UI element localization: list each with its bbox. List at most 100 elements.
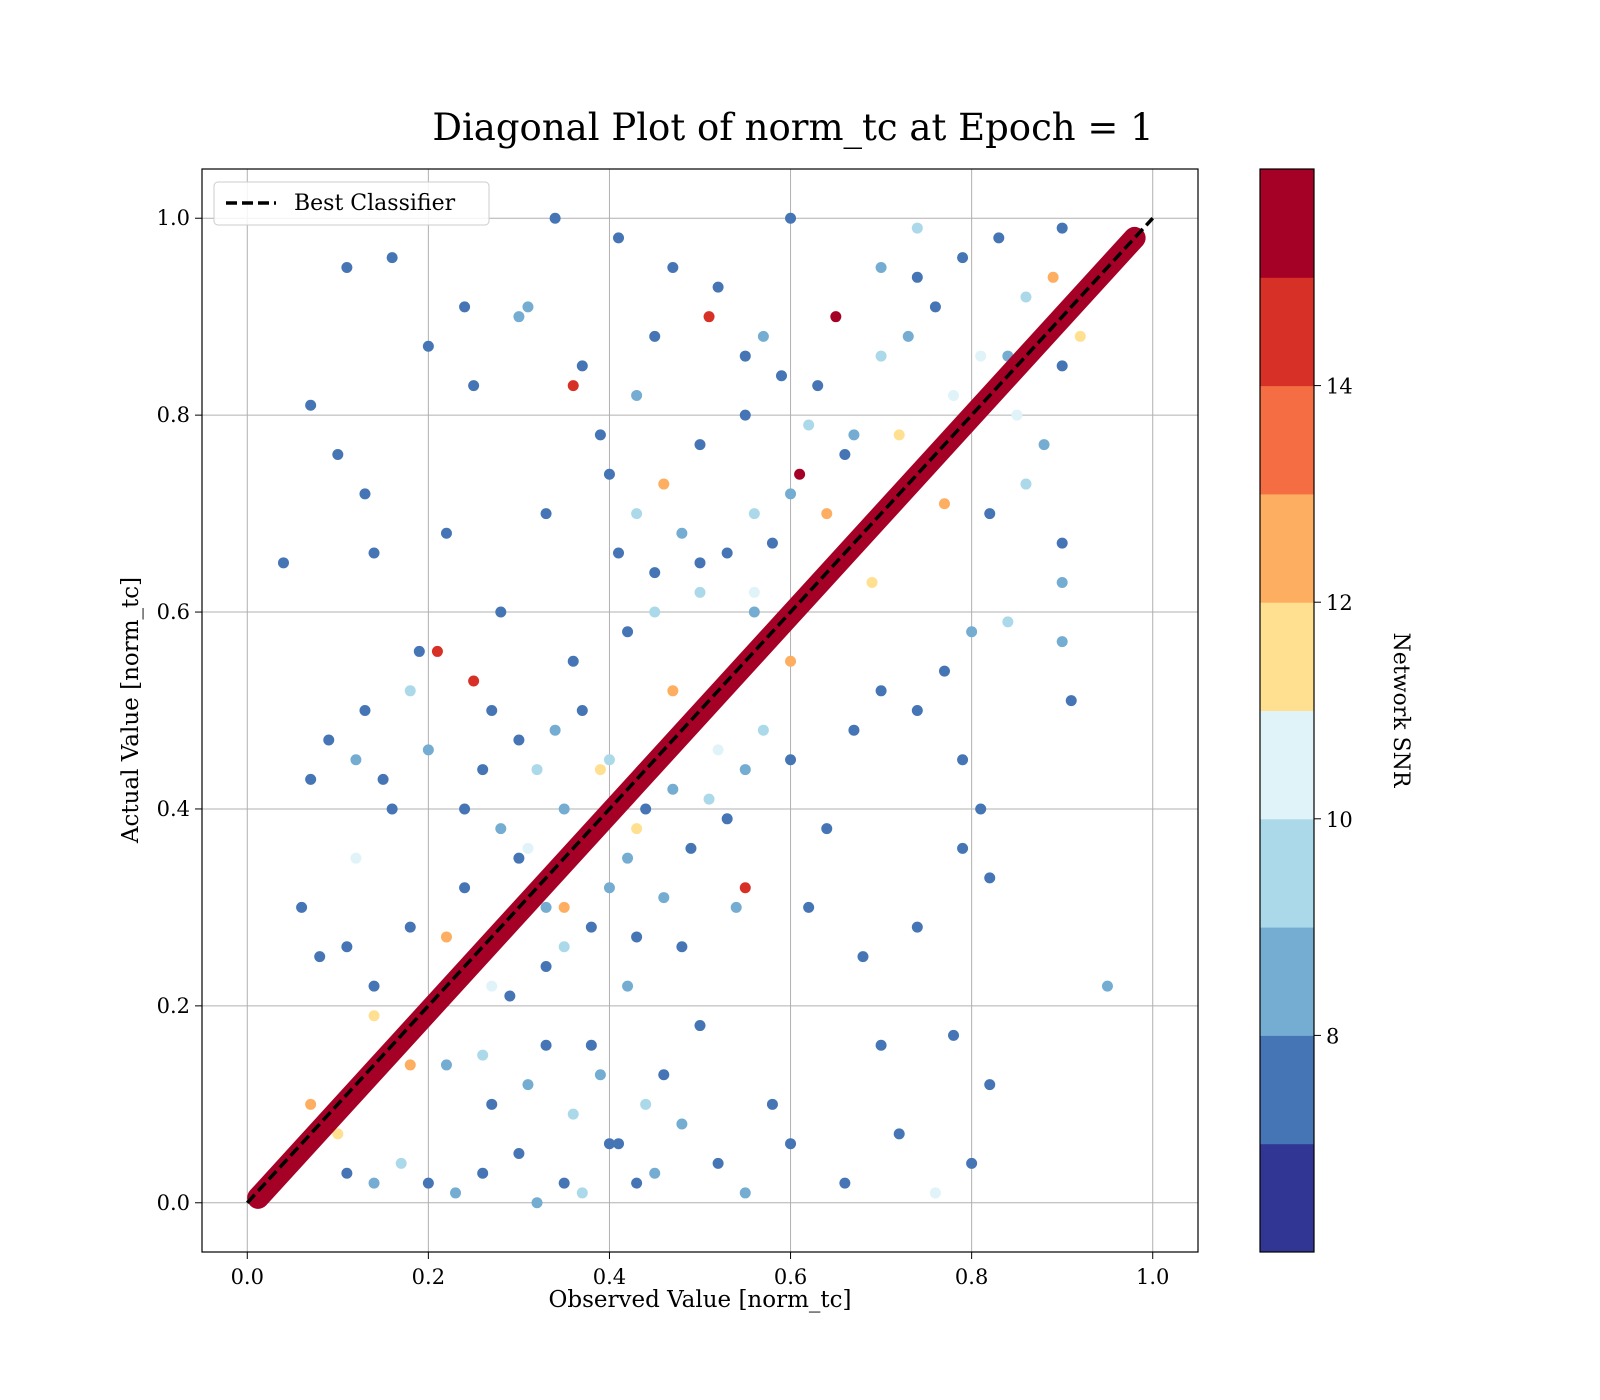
scatter-point bbox=[739, 882, 751, 894]
scatter-point bbox=[558, 901, 570, 913]
scatter-point bbox=[775, 370, 787, 382]
y-axis-ticks: 0.0 0.2 0.4 0.6 0.8 1.0 bbox=[157, 206, 202, 1215]
scatter-point bbox=[640, 1098, 652, 1110]
scatter-point bbox=[477, 764, 489, 776]
scatter-point bbox=[676, 527, 688, 539]
scatter-point bbox=[703, 793, 715, 805]
scatter-point bbox=[875, 685, 887, 697]
x-tick-label: 0.6 bbox=[774, 1265, 807, 1289]
colorbar-segment bbox=[1260, 385, 1314, 495]
scatter-point bbox=[938, 665, 950, 677]
x-axis-ticks: 0.0 0.2 0.4 0.6 0.8 1.0 bbox=[231, 1252, 1169, 1289]
scatter-point bbox=[812, 380, 824, 392]
scatter-point bbox=[748, 606, 760, 618]
scatter-point bbox=[785, 1138, 797, 1150]
x-tick-label: 0.4 bbox=[593, 1265, 626, 1289]
scatter-point bbox=[721, 813, 733, 825]
scatter-point bbox=[350, 754, 362, 766]
scatter-point bbox=[966, 1157, 978, 1169]
colorbar: 8 10 12 14 bbox=[1259, 168, 1353, 1253]
scatter-point bbox=[576, 1187, 588, 1199]
scatter-point bbox=[803, 419, 815, 431]
scatter-point bbox=[848, 429, 860, 441]
scatter-point bbox=[631, 389, 643, 401]
scatter-point bbox=[314, 951, 326, 963]
scatter-point bbox=[277, 557, 289, 569]
scatter-point bbox=[785, 655, 797, 667]
scatter-point bbox=[522, 842, 534, 854]
scatter-point bbox=[332, 449, 344, 461]
scatter-point bbox=[459, 301, 471, 313]
scatter-point bbox=[830, 311, 842, 323]
scatter-point bbox=[622, 852, 634, 864]
colorbar-segment bbox=[1260, 602, 1314, 711]
scatter-point bbox=[359, 488, 371, 500]
grid bbox=[202, 169, 1198, 1252]
scatter-point bbox=[495, 606, 507, 618]
colorbar-segment bbox=[1260, 493, 1314, 603]
scatter-point bbox=[522, 1079, 534, 1091]
scatter-point bbox=[957, 842, 969, 854]
scatter-point bbox=[558, 1177, 570, 1189]
scatter-point bbox=[422, 340, 434, 352]
plot-area bbox=[201, 168, 1199, 1253]
scatter-point bbox=[368, 1177, 380, 1189]
scatter-point bbox=[739, 764, 751, 776]
scatter-point bbox=[875, 350, 887, 362]
scatter-point bbox=[1101, 980, 1113, 992]
scatter-point bbox=[667, 261, 679, 273]
scatter-point bbox=[875, 1039, 887, 1051]
scatter-point bbox=[585, 1039, 597, 1051]
scatter-point bbox=[613, 232, 625, 244]
scatter-point bbox=[296, 901, 308, 913]
colorbar-segment bbox=[1260, 818, 1314, 928]
chart-title: Diagonal Plot of norm_tc at Epoch = 1 bbox=[432, 106, 1153, 150]
scatter-point bbox=[839, 1177, 851, 1189]
scatter-point bbox=[486, 980, 498, 992]
scatter-point bbox=[540, 901, 552, 913]
scatter-point bbox=[948, 389, 960, 401]
scatter-point bbox=[902, 330, 914, 342]
scatter-point bbox=[640, 803, 652, 815]
scatter-point bbox=[386, 252, 398, 264]
scatter-point bbox=[622, 980, 634, 992]
colorbar-tick-label: 10 bbox=[1326, 808, 1353, 832]
scatter-point bbox=[1074, 330, 1086, 342]
scatter-point bbox=[757, 330, 769, 342]
scatter-point bbox=[649, 330, 661, 342]
scatter-point bbox=[440, 931, 452, 943]
y-tick-label: 0.4 bbox=[157, 797, 190, 821]
scatter-point bbox=[929, 1187, 941, 1199]
scatter-point bbox=[739, 1187, 751, 1199]
scatter-point bbox=[495, 823, 507, 835]
scatter-point bbox=[386, 803, 398, 815]
scatter-point bbox=[477, 1049, 489, 1061]
scatter-point bbox=[603, 882, 615, 894]
colorbar-frame bbox=[1259, 168, 1315, 1253]
x-tick-label: 1.0 bbox=[1136, 1265, 1169, 1289]
colorbar-segment bbox=[1260, 169, 1314, 278]
scatter-point bbox=[712, 281, 724, 293]
scatter-point bbox=[721, 547, 733, 559]
x-tick-label: 0.0 bbox=[231, 1265, 264, 1289]
scatter-point bbox=[694, 1020, 706, 1032]
scatter-point bbox=[567, 655, 579, 667]
colorbar-segment bbox=[1260, 710, 1314, 820]
scatter-point bbox=[404, 1059, 416, 1071]
scatter-point bbox=[957, 252, 969, 264]
scatter-point bbox=[966, 626, 978, 638]
scatter-point bbox=[1011, 409, 1023, 421]
scatter-point bbox=[739, 409, 751, 421]
scatter-point bbox=[649, 567, 661, 579]
scatter-point bbox=[504, 990, 516, 1002]
scatter-point bbox=[748, 508, 760, 520]
scatter-point bbox=[594, 1069, 606, 1081]
scatter-point bbox=[658, 478, 670, 490]
scatter-point bbox=[929, 301, 941, 313]
scatter-point bbox=[1038, 439, 1050, 451]
colorbar-segment bbox=[1260, 277, 1314, 387]
x-tick-label: 0.2 bbox=[412, 1265, 445, 1289]
scatter-point bbox=[984, 872, 996, 884]
scatter-point bbox=[631, 931, 643, 943]
scatter-point bbox=[667, 783, 679, 795]
